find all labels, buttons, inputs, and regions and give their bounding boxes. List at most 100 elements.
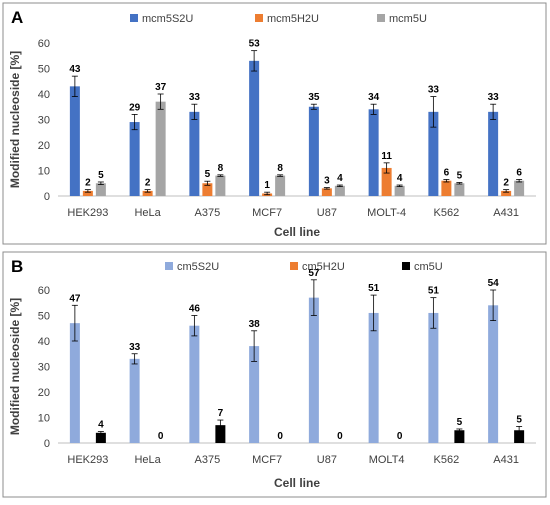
data-label: 0 (337, 431, 343, 442)
x-tick-label: MOLT4 (369, 454, 405, 466)
data-label: 2 (85, 178, 91, 189)
data-label: 5 (205, 169, 211, 180)
data-label: 33 (428, 85, 440, 96)
data-label: 43 (69, 64, 81, 75)
bar (308, 106, 319, 196)
x-tick-label: U87 (317, 207, 337, 219)
bar (82, 190, 93, 196)
data-label: 38 (249, 319, 261, 330)
data-label: 4 (337, 173, 343, 184)
bar (381, 167, 392, 196)
y-tick-label: 30 (38, 115, 50, 127)
legend-label: cm5S2U (177, 261, 219, 273)
y-tick-label: 0 (44, 438, 50, 450)
data-label: 3 (324, 176, 330, 187)
x-tick-label: A375 (195, 207, 221, 219)
x-tick-label: A375 (195, 454, 221, 466)
y-tick-label: 10 (38, 166, 50, 178)
bar (155, 101, 166, 196)
bar (501, 190, 512, 196)
bar (69, 86, 80, 196)
bar (394, 185, 405, 196)
x-tick-label: MCF7 (252, 207, 282, 219)
y-tick-label: 40 (38, 336, 50, 348)
bar (275, 175, 286, 196)
y-tick-label: 50 (38, 311, 50, 323)
x-tick-label: MCF7 (252, 454, 282, 466)
y-axis-title: Modified nucleoside [%] (8, 298, 22, 435)
data-label: 5 (457, 417, 463, 428)
bar (488, 305, 499, 443)
data-label: 2 (145, 178, 151, 189)
bar (129, 122, 140, 196)
data-label: 37 (155, 82, 167, 93)
y-tick-label: 50 (38, 64, 50, 76)
y-tick-label: 20 (38, 387, 50, 399)
data-label: 5 (457, 170, 463, 181)
bar (514, 180, 525, 196)
bar (249, 60, 260, 196)
bar (95, 183, 106, 196)
data-label: 35 (308, 92, 320, 103)
bar (368, 109, 379, 196)
data-label: 0 (397, 431, 403, 442)
x-tick-label: HeLa (134, 207, 161, 219)
panel-letter: A (11, 8, 23, 27)
y-axis-title: Modified nucleoside [%] (8, 51, 22, 188)
data-label: 6 (516, 167, 522, 178)
bar (454, 183, 465, 196)
x-tick-label: HEK293 (67, 207, 108, 219)
bar (454, 430, 465, 443)
panel-border (2, 2, 547, 245)
bar (129, 358, 140, 443)
data-label: 6 (444, 167, 450, 178)
panel-a: A0102030405060HEK2934325HeLa29237A375335… (2, 2, 547, 245)
legend-swatch (290, 262, 298, 270)
x-tick-label: HeLa (134, 454, 161, 466)
data-label: 8 (218, 163, 224, 174)
y-tick-label: 40 (38, 89, 50, 101)
legend-label: mcm5H2U (267, 13, 319, 25)
bar (428, 111, 439, 196)
legend-swatch (377, 14, 385, 22)
data-label: 57 (308, 268, 320, 279)
panel-b: B0102030405060HEK293474HeLa330A375467MCF… (2, 251, 547, 498)
data-label: 46 (189, 304, 201, 315)
bar (321, 188, 332, 196)
data-label: 5 (516, 414, 522, 425)
panel-border (2, 251, 547, 498)
bar (215, 425, 226, 443)
bar (95, 432, 106, 443)
bar (202, 183, 213, 196)
x-axis-title: Cell line (274, 225, 320, 239)
legend-label: cm5H2U (302, 261, 345, 273)
x-tick-label: U87 (317, 454, 337, 466)
x-tick-label: K562 (434, 454, 460, 466)
data-label: 51 (368, 283, 380, 294)
data-label: 2 (503, 178, 509, 189)
legend-swatch (165, 262, 173, 270)
y-tick-label: 10 (38, 413, 50, 425)
legend-label: mcm5U (389, 13, 427, 25)
y-tick-label: 60 (38, 38, 50, 50)
data-label: 4 (397, 173, 403, 184)
bar (488, 111, 499, 196)
data-label: 8 (277, 163, 283, 174)
data-label: 0 (158, 431, 164, 442)
bar (249, 346, 260, 443)
x-tick-label: A431 (493, 454, 519, 466)
bar (142, 190, 153, 196)
data-label: 33 (129, 342, 141, 353)
bar (334, 185, 345, 196)
legend-swatch (130, 14, 138, 22)
data-label: 7 (218, 408, 224, 419)
bar (514, 430, 525, 443)
x-axis-title: Cell line (274, 476, 320, 490)
y-tick-label: 60 (38, 285, 50, 297)
data-label: 54 (488, 278, 500, 289)
data-label: 33 (189, 92, 201, 103)
x-tick-label: K562 (434, 207, 460, 219)
bar (69, 323, 80, 443)
bar (441, 180, 452, 196)
